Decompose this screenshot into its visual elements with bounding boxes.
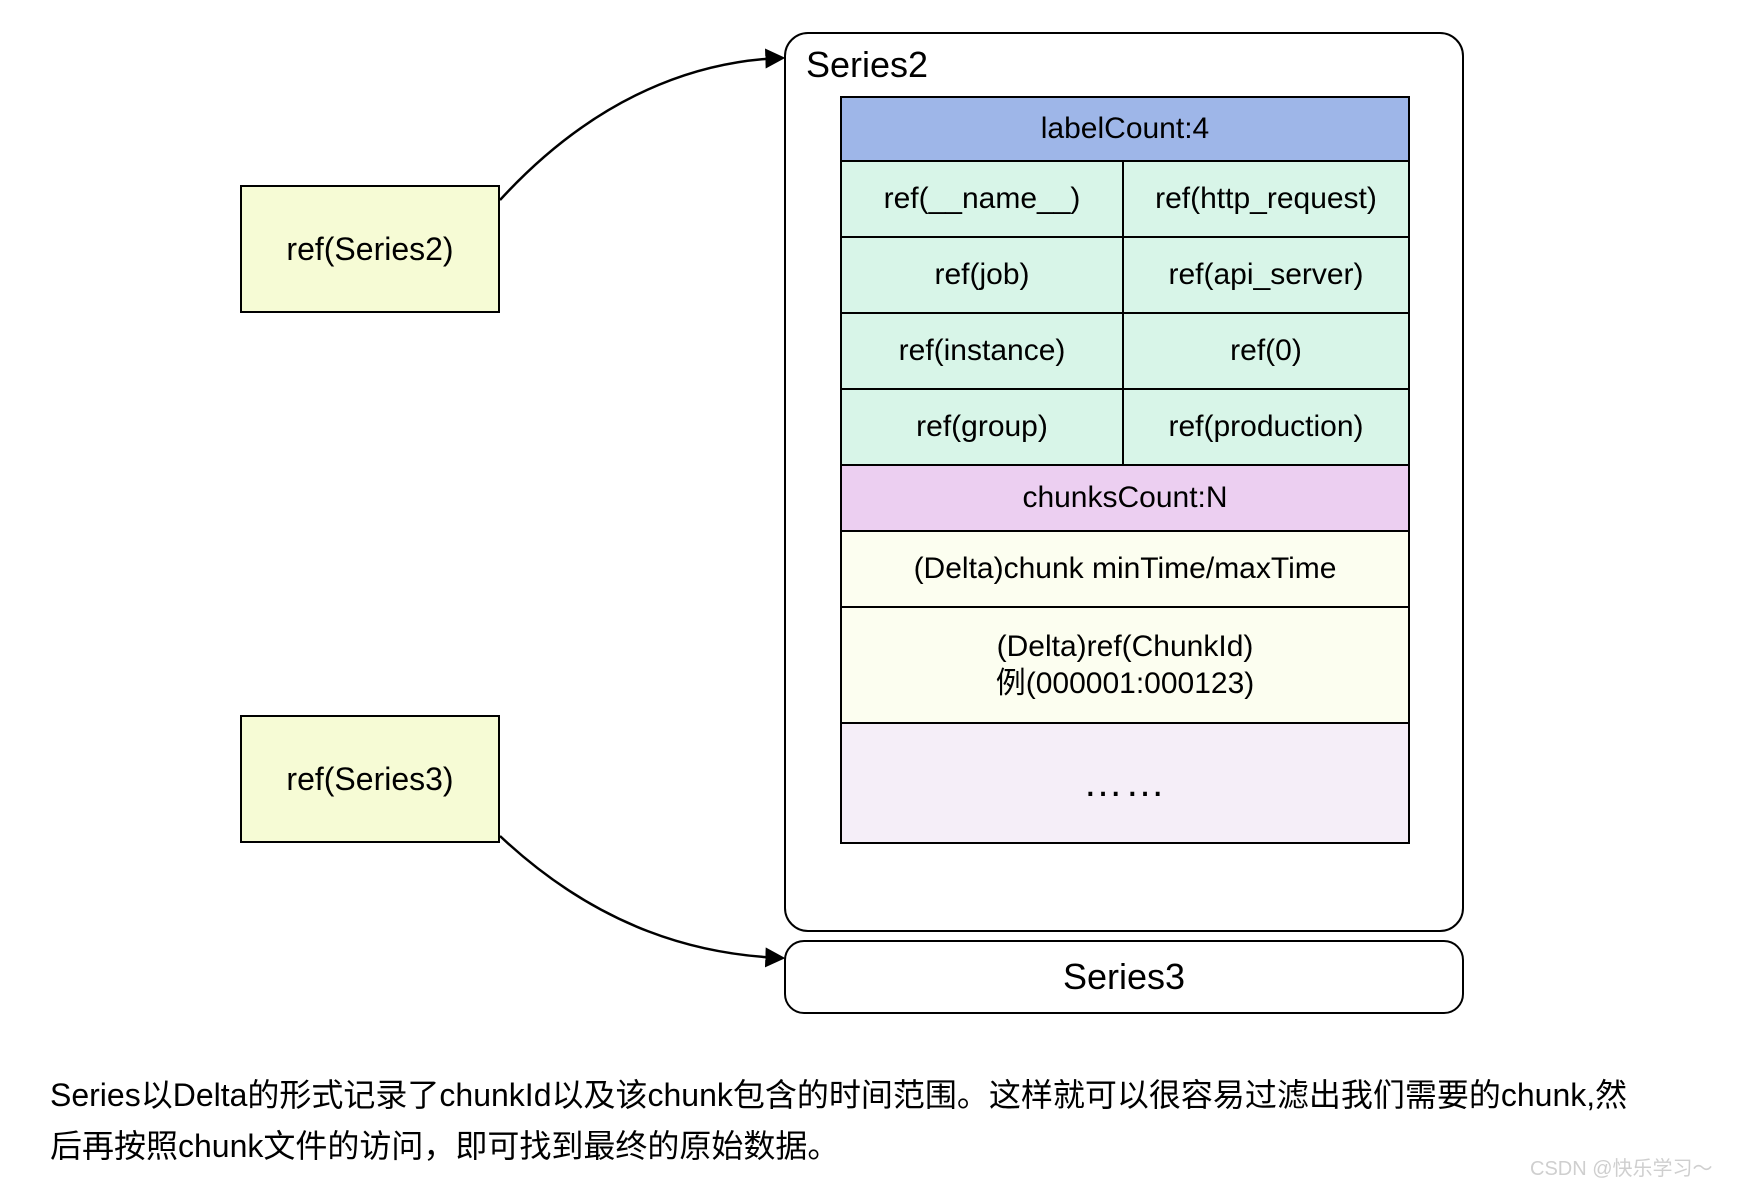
caption: Series以Delta的形式记录了chunkId以及该chunk包含的时间范围…	[50, 1070, 1690, 1172]
label-row-3: ref(group) ref(production)	[840, 390, 1410, 466]
ref-series2-box: ref(Series2)	[240, 185, 500, 313]
label-val-1-text: ref(api_server)	[1168, 256, 1363, 294]
series3-slab: Series3	[784, 940, 1464, 1014]
label-key-1-text: ref(job)	[934, 256, 1029, 294]
label-key-0: ref(__name__)	[842, 162, 1122, 236]
delta-ref-line2: 例(000001:000123)	[996, 665, 1255, 703]
label-key-3-text: ref(group)	[916, 408, 1048, 446]
label-val-3: ref(production)	[1122, 390, 1408, 464]
delta-ref-line1: (Delta)ref(ChunkId)	[997, 628, 1254, 666]
caption-line2: 后再按照chunk文件的访问，即可找到最终的原始数据。	[50, 1121, 1690, 1172]
delta-ref-cell: (Delta)ref(ChunkId)例(000001:000123)	[842, 608, 1408, 722]
series2-title: Series2	[806, 44, 928, 86]
series2-table: labelCount:4 ref(__name__) ref(http_reques…	[840, 96, 1410, 844]
chunkscount-row: chunksCount:N	[840, 466, 1410, 532]
arrow-ref-series3	[500, 836, 782, 958]
labelcount-row: labelCount:4	[840, 96, 1410, 162]
label-val-0: ref(http_request)	[1122, 162, 1408, 236]
chunkscount-cell-text: chunksCount:N	[1022, 479, 1227, 517]
label-val-1: ref(api_server)	[1122, 238, 1408, 312]
label-key-3: ref(group)	[842, 390, 1122, 464]
label-row-2: ref(instance) ref(0)	[840, 314, 1410, 390]
delta-minmax-cell-text: (Delta)chunk minTime/maxTime	[914, 550, 1337, 588]
series3-label: Series3	[1063, 956, 1185, 998]
chunkscount-cell: chunksCount:N	[842, 466, 1408, 530]
label-val-2: ref(0)	[1122, 314, 1408, 388]
watermark: CSDN @快乐学习～	[1530, 1152, 1713, 1181]
delta-minmax-cell: (Delta)chunk minTime/maxTime	[842, 532, 1408, 606]
ref-series3-box-label: ref(Series3)	[286, 761, 453, 798]
ref-series3-box: ref(Series3)	[240, 715, 500, 843]
ellipsis-cell-text: ……	[1083, 758, 1167, 808]
delta-ref-lines: (Delta)ref(ChunkId)例(000001:000123)	[996, 628, 1255, 703]
labelcount-header-text: labelCount:4	[1041, 110, 1209, 148]
caption-line1: Series以Delta的形式记录了chunkId以及该chunk包含的时间范围…	[50, 1070, 1690, 1121]
ellipsis-row: ……	[840, 724, 1410, 844]
label-key-0-text: ref(__name__)	[884, 180, 1081, 218]
ref-series2-box-label: ref(Series2)	[286, 231, 453, 268]
labelcount-header: labelCount:4	[842, 98, 1408, 160]
label-val-0-text: ref(http_request)	[1155, 180, 1377, 218]
label-key-1: ref(job)	[842, 238, 1122, 312]
label-val-2-text: ref(0)	[1230, 332, 1302, 370]
label-row-1: ref(job) ref(api_server)	[840, 238, 1410, 314]
delta-minmax-row: (Delta)chunk minTime/maxTime	[840, 532, 1410, 608]
arrow-ref-series2	[500, 58, 782, 200]
label-val-3-text: ref(production)	[1168, 408, 1363, 446]
label-key-2: ref(instance)	[842, 314, 1122, 388]
delta-ref-row: (Delta)ref(ChunkId)例(000001:000123)	[840, 608, 1410, 724]
label-row-0: ref(__name__) ref(http_request)	[840, 162, 1410, 238]
ellipsis-cell: ……	[842, 724, 1408, 842]
label-key-2-text: ref(instance)	[899, 332, 1066, 370]
